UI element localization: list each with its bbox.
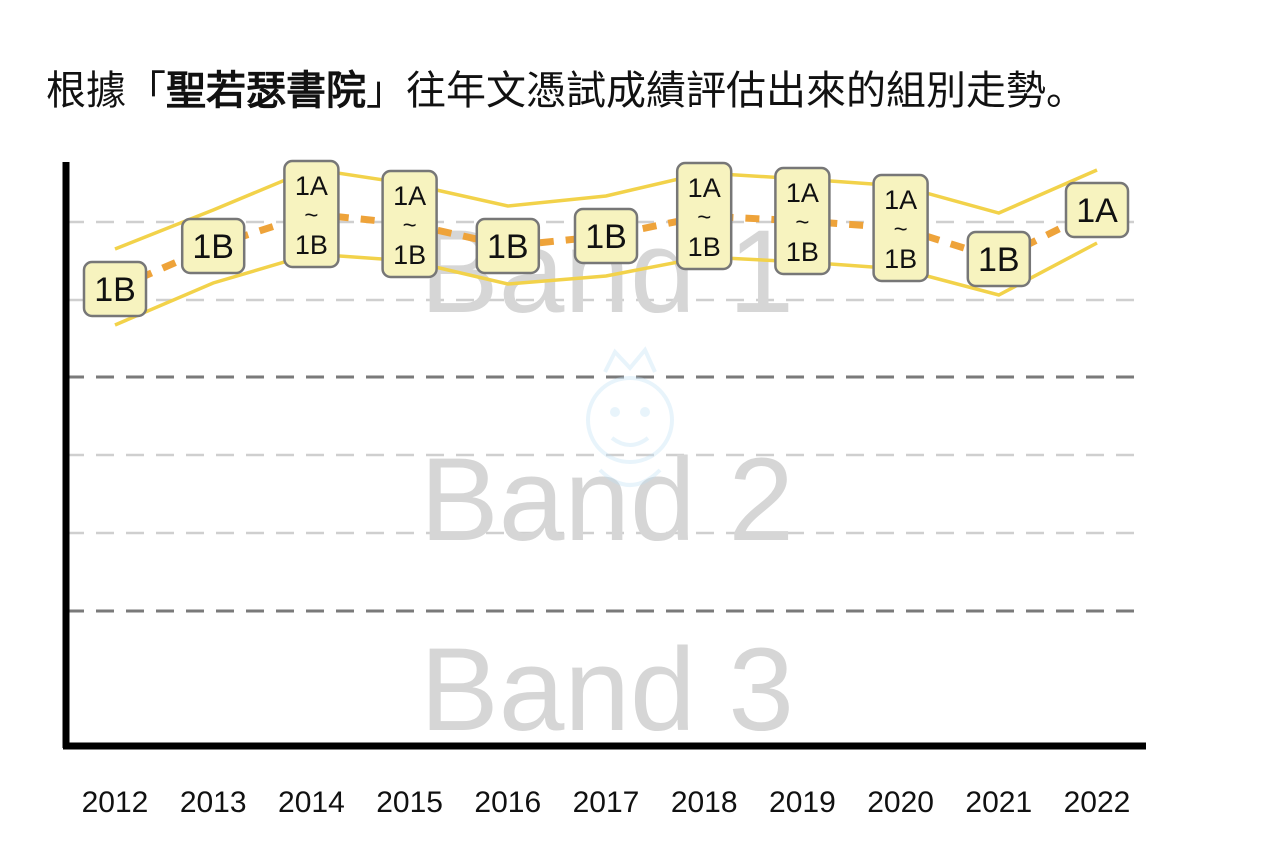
grade-label: 1B [573,207,639,265]
grade-box [675,161,733,271]
chart-title: 根據「聖若瑟書院」往年文憑試成績評估出來的組別走勢。 [46,58,1086,116]
grade-text-tilde: ~ [697,204,711,231]
grade-box [283,159,340,269]
grade-text-upper: 1A [786,178,819,208]
grade-box [1064,181,1130,239]
x-tick-label: 2021 [965,786,1032,819]
x-tick-label: 2012 [82,786,149,819]
band-label: Band 2 [420,434,794,566]
grade-text: 1A [1076,192,1118,230]
grade-box [573,207,639,265]
band-envelope [114,167,1098,327]
grade-label: 1A~1B [381,169,438,279]
grade-text-upper: 1A [688,173,721,203]
grade-text-lower: 1B [786,237,819,267]
grade-box [774,166,831,276]
grade-text-lower: 1B [393,240,426,270]
grade-label: 1B [966,230,1032,288]
band-label: Band 3 [420,624,794,756]
grade-text-tilde: ~ [403,212,417,239]
grade-text-lower: 1B [884,244,917,274]
trend-line [113,206,1099,293]
grade-box [872,173,929,283]
grade-text: 1B [978,241,1020,279]
grade-label: 1A~1B [675,161,733,271]
title-prefix: 根據「 [46,68,166,114]
grade-text-lower: 1B [295,230,328,260]
x-tick-label: 2015 [376,786,443,819]
axes [62,162,1146,750]
grade-text-tilde: ~ [795,209,809,236]
grade-text: 1B [585,218,627,256]
x-tick-label: 2016 [474,786,541,819]
x-tick-label: 2020 [867,786,934,819]
trend-path [113,206,1099,293]
grade-text-tilde: ~ [894,216,908,243]
grade-label: 1A [1064,181,1130,239]
grade-box [966,230,1032,288]
grade-box [180,217,246,275]
x-tick-label: 2017 [573,786,640,819]
grade-text: 1B [487,228,529,266]
grade-box [381,169,438,279]
x-tick-label: 2014 [278,786,345,819]
x-tick-label: 2018 [671,786,738,819]
title-school: 聖若瑟書院 [166,68,366,114]
x-tick-labels: 2012 2013 2014 2015 2016 2017 2018 2019 2020 2021… [82,786,1131,819]
title-suffix: 」往年文憑試成績評估出來的組別走勢。 [366,68,1086,114]
grade-label: 1B [82,260,148,318]
envelope-lower [114,241,1098,327]
x-tick-label: 2013 [180,786,247,819]
grade-text: 1B [192,228,234,266]
grade-label: 1A~1B [283,159,340,269]
envelope-upper [114,167,1098,251]
watermark-icon [586,346,674,487]
grade-label: 1B [475,217,541,275]
grade-text-tilde: ~ [304,202,318,229]
grade-box [475,217,541,275]
grade-text-upper: 1A [295,171,328,201]
x-tick-label: 2022 [1064,786,1131,819]
grade-text: 1B [94,271,136,309]
x-tick-label: 2019 [769,786,836,819]
grade-label: 1A~1B [774,166,831,276]
grade-text-lower: 1B [688,232,721,262]
grade-label: 1A~1B [872,173,929,283]
grade-label: 1B [180,217,246,275]
grade-text-upper: 1A [884,185,917,215]
grade-box [82,260,148,318]
grade-text-upper: 1A [393,181,426,211]
